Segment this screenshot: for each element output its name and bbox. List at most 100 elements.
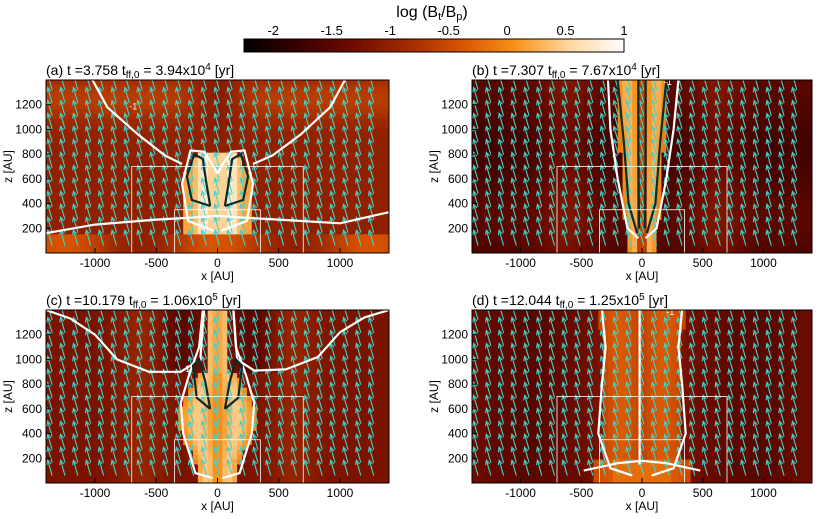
heatmap-cell [75, 113, 81, 120]
heatmap-cell [617, 238, 624, 244]
heatmap-cell [540, 118, 546, 124]
heatmap-cell [700, 156, 706, 163]
heatmap-cell [574, 108, 580, 115]
heatmap-cell [734, 219, 740, 225]
heatmap-cell [690, 214, 697, 220]
heatmap-cell [646, 176, 653, 182]
heatmap-cell [237, 171, 243, 177]
heatmap-cell [310, 195, 317, 201]
heatmap-cell [637, 195, 643, 201]
heatmap-cell [583, 219, 590, 225]
heatmap-cell [472, 80, 478, 86]
heatmap-cell [379, 219, 385, 225]
heatmap-cell [344, 113, 351, 120]
heatmap-cell [369, 233, 375, 240]
heatmap-cell [544, 113, 551, 120]
heatmap-cell [729, 94, 735, 100]
heatmap-cell [559, 94, 565, 100]
heatmap-cell [530, 128, 536, 134]
heatmap-cell [222, 94, 228, 100]
heatmap-cell [354, 243, 361, 249]
heatmap-cell [286, 228, 292, 235]
heatmap-cell [642, 238, 648, 244]
heatmap-cell [656, 128, 663, 134]
heatmap-cell [700, 185, 706, 192]
heatmap-cell [510, 137, 517, 144]
heatmap-cell [729, 152, 735, 158]
heatmap-cell [491, 118, 497, 124]
heatmap-cell [680, 104, 687, 110]
heatmap-cell [646, 104, 653, 110]
heatmap-cell [661, 209, 667, 216]
heatmap-cell [55, 219, 62, 225]
heatmap-cell [501, 209, 507, 216]
heatmap-cell [344, 233, 351, 240]
heatmap-cell [119, 233, 125, 240]
heatmap-cell [153, 132, 160, 139]
heatmap-cell [530, 204, 536, 211]
heatmap-cell [695, 89, 701, 96]
heatmap-cell [705, 108, 711, 115]
heatmap-cell [578, 142, 585, 148]
colorbar-title: log (Bt/Bp) [396, 4, 467, 23]
heatmap-cell [748, 195, 755, 201]
heatmap-cell [207, 195, 214, 201]
heatmap-cell [661, 238, 667, 244]
heatmap-cell [719, 99, 726, 105]
heatmap-cell [75, 185, 81, 192]
heatmap-cell [114, 104, 121, 110]
heatmap-cell [656, 108, 663, 115]
heatmap-cell [261, 84, 268, 91]
heatmap-cell [719, 238, 726, 244]
heatmap-cell [46, 156, 52, 163]
heatmap-cell [676, 108, 682, 115]
heatmap-cell [222, 89, 228, 96]
heatmap-cell [114, 94, 121, 100]
heatmap-cell [286, 166, 292, 172]
heatmap-cell [158, 243, 165, 249]
heatmap-cell [75, 123, 81, 129]
heatmap-cell [237, 156, 243, 163]
heatmap-cell [661, 195, 667, 201]
heatmap-cell [676, 132, 682, 139]
velocity-arrow [174, 203, 182, 220]
heatmap-cell [472, 243, 478, 249]
heatmap-cell [163, 156, 170, 163]
heatmap-cell [583, 99, 590, 105]
heatmap-cell [510, 166, 517, 172]
heatmap-cell [168, 195, 174, 201]
heatmap-cell [540, 161, 546, 168]
heatmap-cell [544, 180, 551, 187]
heatmap-cell [251, 248, 258, 253]
velocity-arrow [239, 112, 246, 129]
heatmap-cell [340, 123, 346, 129]
heatmap-cell [335, 248, 341, 253]
heatmap-cell [680, 200, 687, 206]
heatmap-cell [55, 224, 62, 230]
heatmap-cell [207, 224, 214, 230]
heatmap-cell [168, 228, 174, 235]
heatmap-cell [85, 94, 91, 100]
heatmap-cell [109, 209, 116, 216]
heatmap-cell [80, 108, 86, 115]
heatmap-cell [729, 113, 735, 120]
heatmap-cell [300, 132, 307, 139]
heatmap-cell [148, 123, 155, 129]
heatmap-cell [75, 195, 81, 201]
heatmap-cell [246, 108, 253, 115]
heatmap-cell [486, 99, 493, 105]
heatmap-cell [246, 84, 253, 91]
heatmap-cell [242, 128, 248, 134]
heatmap-cell [80, 161, 86, 168]
heatmap-cell [627, 113, 633, 120]
heatmap-cell [75, 238, 81, 244]
heatmap-cell [617, 219, 624, 225]
heatmap-cell [359, 84, 366, 91]
heatmap-cell [344, 238, 351, 244]
heatmap-cell [163, 137, 170, 144]
heatmap-cell [65, 238, 72, 244]
heatmap-cell [666, 219, 672, 225]
heatmap-cell [266, 214, 272, 220]
heatmap-cell [261, 108, 268, 115]
